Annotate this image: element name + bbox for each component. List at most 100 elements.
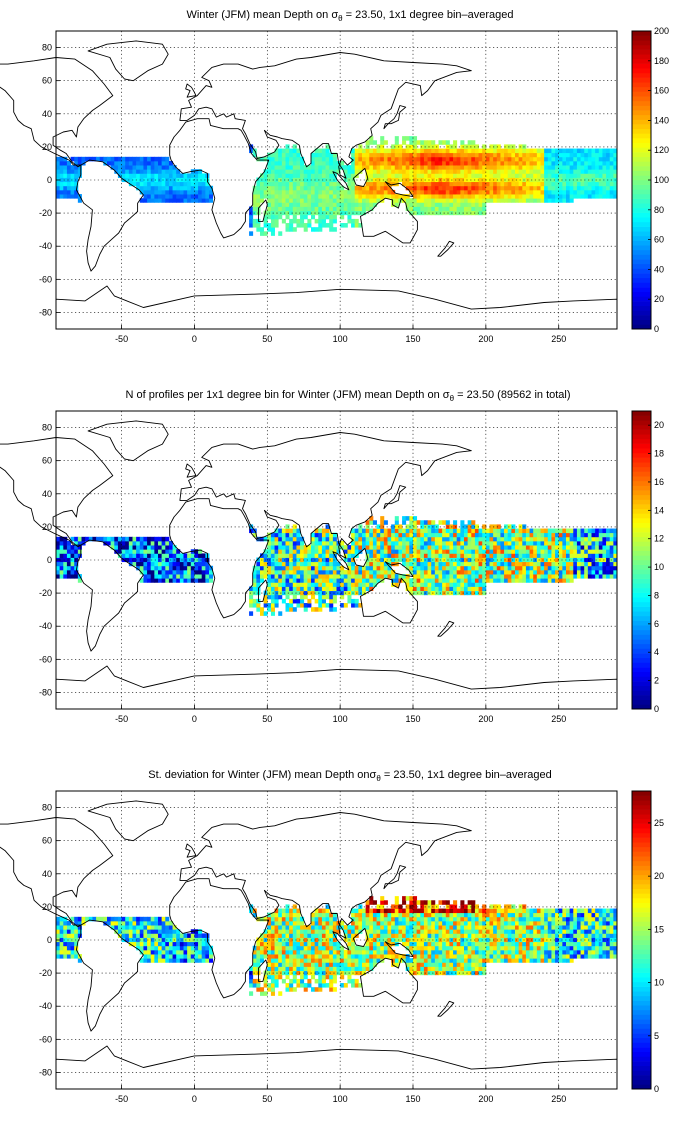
heatmap-cell (332, 194, 337, 199)
heatmap-cell (569, 553, 574, 558)
heatmap-cell (59, 561, 64, 567)
heatmap-cell (423, 569, 428, 575)
heatmap-cell (380, 528, 385, 534)
heatmap-cell (289, 574, 294, 579)
heatmap-cell (281, 598, 286, 604)
heatmap-cell (362, 916, 367, 922)
heatmap-cell (587, 574, 592, 579)
heatmap-cell (179, 933, 184, 938)
heatmap-cell (485, 578, 490, 583)
heatmap-cell (515, 528, 520, 534)
heatmap-cell (343, 169, 348, 174)
heatmap-cell (467, 189, 472, 195)
heatmap-cell (125, 929, 130, 934)
heatmap-cell (274, 156, 279, 162)
heatmap-cell (358, 958, 363, 963)
heatmap-cell (413, 156, 418, 162)
heatmap-cell (522, 561, 527, 567)
heatmap-cell (453, 553, 458, 558)
heatmap-cell (303, 223, 308, 228)
heatmap-cell (132, 177, 137, 183)
heatmap-cell (303, 165, 308, 170)
heatmap-cell (194, 173, 199, 178)
heatmap-cell (365, 565, 370, 571)
heatmap-cell (518, 189, 523, 195)
heatmap-cell (252, 532, 257, 538)
heatmap-cell (398, 916, 403, 922)
heatmap-cell (314, 553, 319, 558)
heatmap-cell (274, 528, 279, 534)
heatmap-cell (74, 189, 79, 195)
heatmap-cell (139, 958, 144, 963)
heatmap-cell (314, 916, 319, 922)
heatmap-cell (343, 202, 348, 207)
heatmap-cell (347, 545, 352, 550)
heatmap-cell (256, 561, 261, 567)
colorbar-segment (632, 513, 651, 519)
heatmap-cell (347, 214, 352, 220)
heatmap-cell (460, 189, 465, 195)
heatmap-cell (314, 206, 319, 212)
heatmap-cell (522, 194, 527, 199)
heatmap-cell (584, 561, 589, 567)
heatmap-cell (201, 177, 206, 183)
heatmap-cell (176, 185, 181, 191)
heatmap-cell (580, 152, 585, 158)
heatmap-cell (591, 574, 596, 579)
heatmap-cell (300, 603, 305, 608)
heatmap-cell (285, 569, 290, 575)
heatmap-cell (278, 206, 283, 212)
heatmap-cell (311, 540, 316, 546)
heatmap-cell (602, 156, 607, 162)
heatmap-cell (147, 954, 152, 959)
heatmap-cell (445, 520, 450, 525)
heatmap-cell (409, 520, 414, 525)
heatmap-cell (285, 582, 290, 587)
heatmap-cell (351, 156, 356, 162)
heatmap-cell (66, 929, 71, 934)
heatmap-cell (547, 540, 552, 546)
heatmap-cell (376, 532, 381, 538)
heatmap-cell (194, 177, 199, 183)
heatmap-cell (504, 565, 509, 571)
heatmap-cell (376, 144, 381, 149)
heatmap-cell (136, 173, 141, 178)
heatmap-cell (413, 177, 418, 183)
heatmap-cell (267, 929, 272, 934)
heatmap-cell (445, 569, 450, 575)
colorbar-tick-label: 0 (654, 324, 659, 334)
heatmap-cell (329, 189, 334, 195)
heatmap-cell (489, 156, 494, 162)
heatmap-cell (296, 198, 301, 203)
heatmap-cell (413, 896, 418, 901)
heatmap-cell (300, 210, 305, 216)
heatmap-cell (147, 565, 152, 571)
heatmap-cell (504, 524, 509, 529)
coastline-borneo (352, 167, 369, 188)
heatmap-cell (365, 528, 370, 534)
heatmap-cell (569, 148, 574, 154)
heatmap-cell (165, 189, 170, 195)
heatmap-cell (314, 565, 319, 571)
heatmap-cell (423, 565, 428, 571)
heatmap-cell (59, 165, 64, 170)
heatmap-cell (325, 524, 330, 529)
colorbar-tick-label: 18 (654, 449, 664, 459)
heatmap-cell (325, 152, 330, 158)
heatmap-cell (318, 937, 323, 943)
heatmap-cell (431, 152, 436, 158)
heatmap-cell (168, 169, 173, 174)
heatmap-cell (595, 194, 600, 199)
heatmap-cell (536, 148, 541, 154)
heatmap-cell (256, 202, 261, 207)
heatmap-cell (256, 603, 261, 608)
heatmap-cell (343, 603, 348, 608)
heatmap-cell (420, 925, 425, 930)
heatmap-cell (281, 181, 286, 187)
heatmap-cell (318, 202, 323, 207)
colorbar-segment (632, 175, 651, 181)
heatmap-cell (511, 528, 516, 534)
heatmap-cell (183, 954, 188, 959)
heatmap-cell (252, 983, 257, 988)
heatmap-cell (416, 528, 421, 534)
